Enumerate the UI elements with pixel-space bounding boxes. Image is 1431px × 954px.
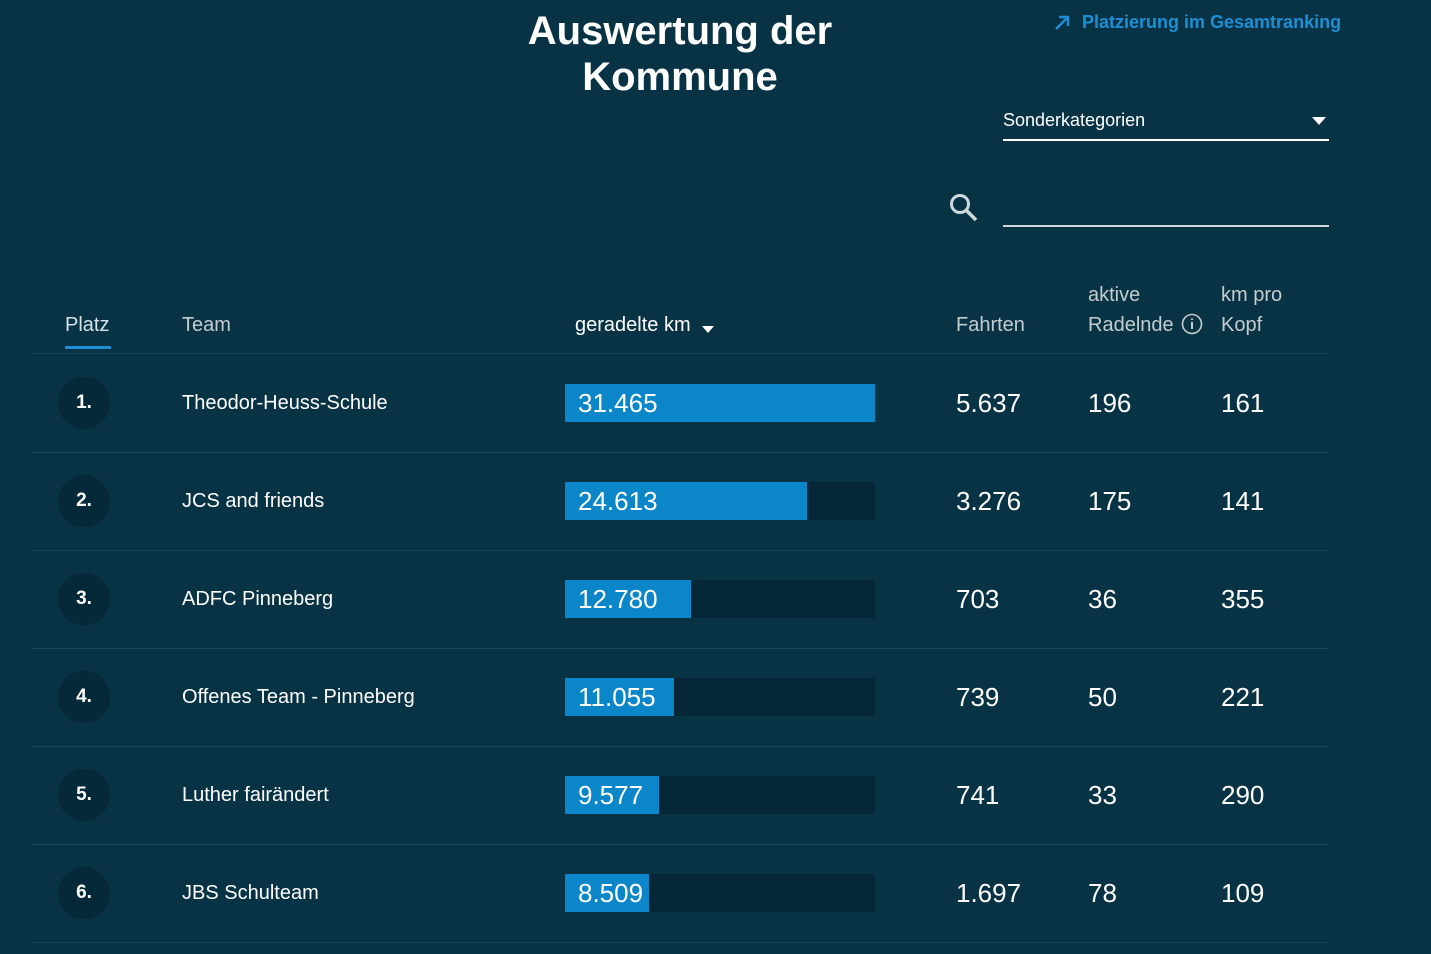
column-header[interactable]: km pro Kopf — [1221, 284, 1283, 336]
info-icon[interactable] — [1180, 312, 1204, 336]
row-divider — [32, 550, 1329, 551]
km-value: 24.613 — [578, 486, 658, 516]
km-track: 12.780 — [565, 580, 875, 618]
km-bar — [565, 776, 660, 814]
team-name: JCS and friends — [182, 490, 325, 512]
row-divider — [32, 648, 1329, 649]
column-header[interactable]: aktive Radelnde — [1088, 284, 1174, 336]
km-value: 12.780 — [578, 584, 658, 614]
km-track: 24.613 — [565, 482, 875, 520]
aktive-radelnde: 50 — [1088, 682, 1117, 712]
aktive-radelnde: 36 — [1088, 584, 1117, 614]
km-bar — [565, 874, 649, 912]
dropdown-icon — [1312, 117, 1326, 125]
sort-icon — [701, 326, 714, 333]
km-value: 31.465 — [578, 388, 658, 418]
km-pro-kopf: 109 — [1221, 878, 1265, 908]
column-header[interactable]: Fahrten — [956, 314, 1025, 336]
search-input[interactable] — [1003, 225, 1329, 227]
km-bar — [565, 482, 808, 520]
km-track: 9.577 — [565, 776, 875, 814]
column-header[interactable]: geradelte km — [575, 310, 715, 340]
km-value: 11.055 — [578, 682, 656, 712]
km-bar — [565, 678, 674, 716]
team-name: ADFC Pinneberg — [182, 588, 334, 610]
arrow-icon — [1055, 15, 1070, 30]
active-tab-indicator — [65, 346, 111, 349]
row-divider — [32, 844, 1329, 845]
rank-badge: 4. — [58, 671, 110, 723]
km-track: 31.465 — [565, 384, 875, 422]
row-divider — [32, 452, 1329, 453]
km-bar — [565, 384, 875, 422]
km-bar — [565, 580, 691, 618]
fahrten: 5.637 — [956, 388, 1022, 418]
column-header[interactable]: Team — [182, 314, 231, 336]
row-divider — [32, 942, 1329, 943]
fahrten: 3.276 — [956, 486, 1022, 516]
rank-badge: 3. — [58, 573, 110, 625]
km-pro-kopf: 161 — [1221, 388, 1265, 418]
km-track: 8.509 — [565, 874, 875, 912]
aktive-radelnde: 196 — [1088, 388, 1132, 418]
row-divider — [32, 746, 1329, 747]
page-title: Auswertung der Kommune — [527, 9, 833, 99]
column-header-text: geradelte km — [575, 314, 691, 336]
team-name: Offenes Team - Pinneberg — [182, 686, 415, 708]
search-icon[interactable] — [948, 192, 980, 224]
rank-badge: 6. — [58, 867, 110, 919]
km-pro-kopf: 355 — [1221, 584, 1265, 614]
km-pro-kopf: 141 — [1221, 486, 1265, 516]
fahrten: 739 — [956, 682, 1000, 712]
rank-badge: 2. — [58, 475, 110, 527]
category-select[interactable]: Sonderkategorien — [1003, 108, 1329, 141]
km-pro-kopf: 221 — [1221, 682, 1265, 712]
aktive-radelnde: 33 — [1088, 780, 1117, 810]
rank-badge: 5. — [58, 769, 110, 821]
ranking-link[interactable]: Platzierung im Gesamtranking — [1052, 12, 1341, 33]
team-name: JBS Schulteam — [182, 882, 319, 904]
fahrten: 741 — [956, 780, 1000, 810]
header-divider — [32, 353, 1329, 354]
km-value: 9.577 — [578, 780, 644, 810]
column-header[interactable]: Platz — [65, 314, 110, 336]
fahrten: 1.697 — [956, 878, 1022, 908]
link-text: Platzierung im Gesamtranking — [1082, 12, 1342, 32]
km-track: 11.055 — [565, 678, 875, 716]
km-pro-kopf: 290 — [1221, 780, 1265, 810]
team-name: Theodor-Heuss-Schule — [182, 392, 388, 414]
km-value: 8.509 — [578, 878, 644, 908]
aktive-radelnde: 78 — [1088, 878, 1117, 908]
team-name: Luther fairändert — [182, 784, 329, 806]
select-text: Sonderkategorien — [1003, 110, 1146, 130]
rank-badge: 1. — [58, 377, 110, 429]
aktive-radelnde: 175 — [1088, 486, 1132, 516]
fahrten: 703 — [956, 584, 1000, 614]
